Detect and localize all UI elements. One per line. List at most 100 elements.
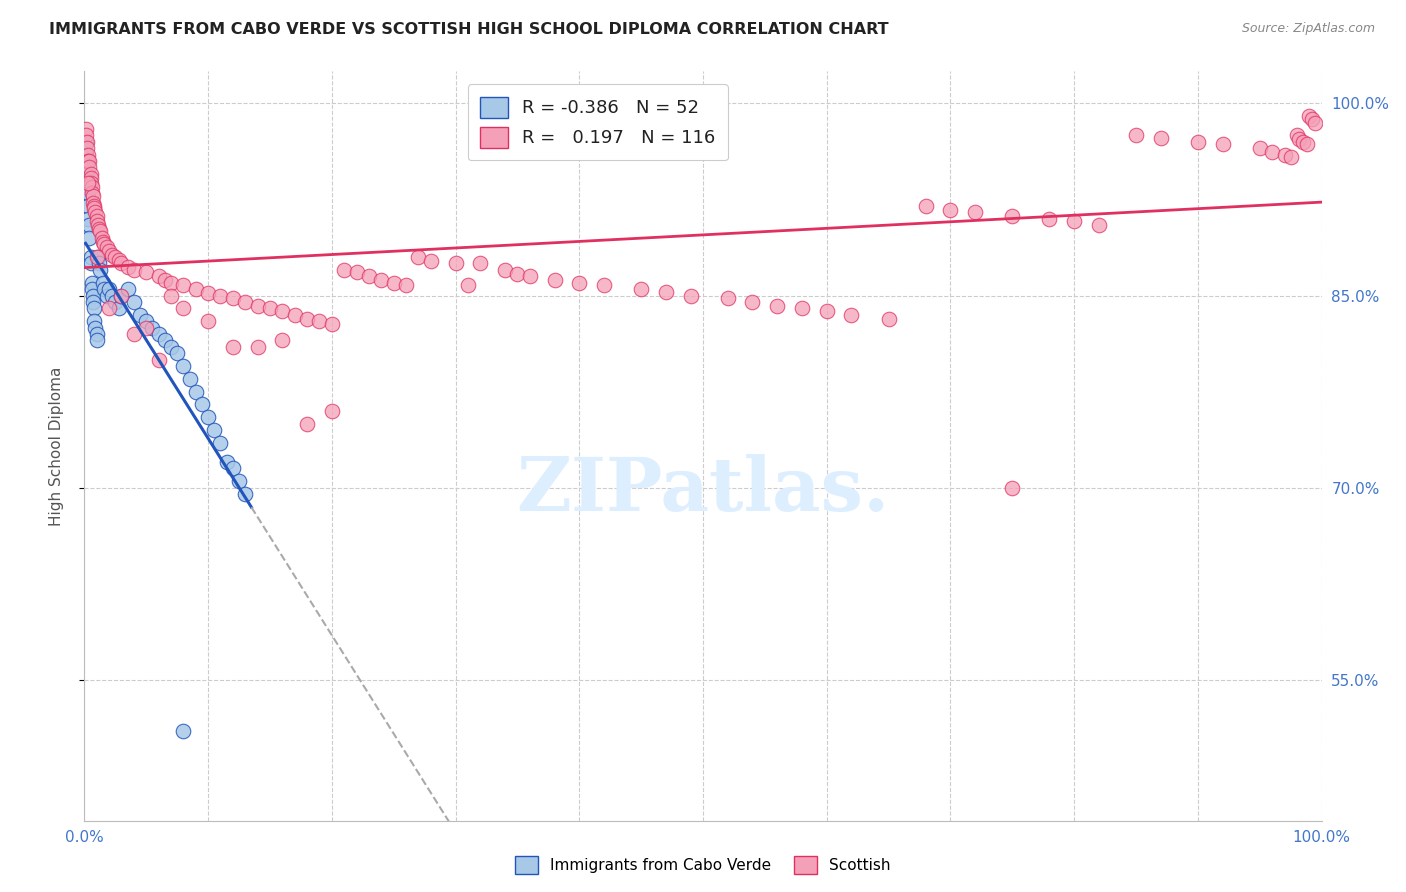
Text: Source: ZipAtlas.com: Source: ZipAtlas.com (1241, 22, 1375, 36)
Point (457, 278, 479, 293)
Point (222, 291, 245, 305)
Point (77, 186, 100, 200)
Point (741, 294, 763, 309)
Point (153, 273, 176, 287)
Point (75, 147, 97, 161)
Point (444, 256, 467, 270)
Legend: Immigrants from Cabo Verde, Scottish: Immigrants from Cabo Verde, Scottish (509, 850, 897, 880)
Point (148, 352, 170, 367)
Point (79, 231, 101, 245)
Text: ZIPatlas.: ZIPatlas. (516, 454, 890, 527)
Point (1187, 135, 1209, 149)
Point (568, 276, 591, 290)
Point (166, 346, 188, 360)
Point (80, 282, 103, 296)
Point (543, 273, 565, 287)
Point (914, 199, 936, 213)
Point (295, 417, 318, 431)
Point (80, 186, 103, 200)
Point (96, 288, 118, 302)
Point (80, 276, 103, 290)
Point (76, 141, 98, 155)
Point (519, 269, 541, 284)
Point (79, 250, 101, 264)
Point (86, 250, 108, 264)
Point (122, 263, 145, 277)
Point (184, 282, 207, 296)
Point (76, 154, 98, 169)
Point (655, 285, 678, 299)
Point (122, 326, 145, 341)
Point (83, 314, 105, 328)
Point (333, 263, 356, 277)
Text: IMMIGRANTS FROM CABO VERDE VS SCOTTISH HIGH SCHOOL DIPLOMA CORRELATION CHART: IMMIGRANTS FROM CABO VERDE VS SCOTTISH H… (49, 22, 889, 37)
Point (110, 288, 132, 302)
Point (939, 202, 962, 217)
Point (1279, 150, 1302, 164)
Point (246, 299, 269, 313)
Point (965, 205, 987, 219)
Point (630, 282, 652, 296)
Point (77, 199, 100, 213)
Point (86, 209, 108, 223)
Point (79, 256, 101, 270)
Point (91, 235, 114, 249)
Point (1001, 209, 1024, 223)
Point (1088, 218, 1111, 232)
Point (197, 285, 219, 300)
Point (1288, 132, 1310, 146)
Point (82, 196, 104, 211)
Point (222, 461, 245, 475)
Point (470, 256, 492, 270)
Point (271, 334, 294, 348)
Point (77, 154, 100, 169)
Point (83, 199, 105, 213)
Point (395, 278, 418, 293)
Point (160, 276, 183, 290)
Point (370, 273, 392, 287)
Point (117, 260, 139, 275)
Point (100, 247, 122, 261)
Point (79, 218, 101, 232)
Point (148, 269, 170, 284)
Point (321, 404, 343, 418)
Point (197, 314, 219, 328)
Point (321, 317, 343, 331)
Point (148, 326, 170, 341)
Point (271, 304, 294, 318)
Point (1301, 112, 1323, 126)
Point (153, 334, 176, 348)
Point (75, 135, 97, 149)
Point (172, 301, 194, 316)
Point (84, 320, 107, 334)
Point (179, 372, 201, 386)
Point (84, 205, 107, 219)
Point (184, 384, 207, 399)
Point (1305, 115, 1327, 129)
Point (284, 308, 307, 322)
Point (82, 288, 104, 302)
Point (87, 250, 110, 264)
Point (79, 170, 101, 185)
Point (87, 218, 110, 232)
Point (122, 294, 145, 309)
Point (1295, 137, 1317, 152)
Y-axis label: High School Diploma: High School Diploma (49, 367, 63, 525)
Point (233, 487, 256, 501)
Point (98, 244, 121, 258)
Legend: R = -0.386   N = 52, R =   0.197   N = 116: R = -0.386 N = 52, R = 0.197 N = 116 (468, 84, 728, 161)
Point (506, 267, 529, 281)
Point (86, 214, 108, 228)
Point (98, 301, 121, 316)
Point (1298, 109, 1320, 123)
Point (100, 288, 122, 302)
Point (209, 435, 232, 450)
Point (135, 320, 157, 334)
Point (108, 301, 131, 316)
Point (593, 278, 616, 293)
Point (160, 288, 183, 302)
Point (77, 176, 100, 190)
Point (357, 269, 380, 284)
Point (717, 291, 740, 305)
Point (215, 455, 238, 469)
